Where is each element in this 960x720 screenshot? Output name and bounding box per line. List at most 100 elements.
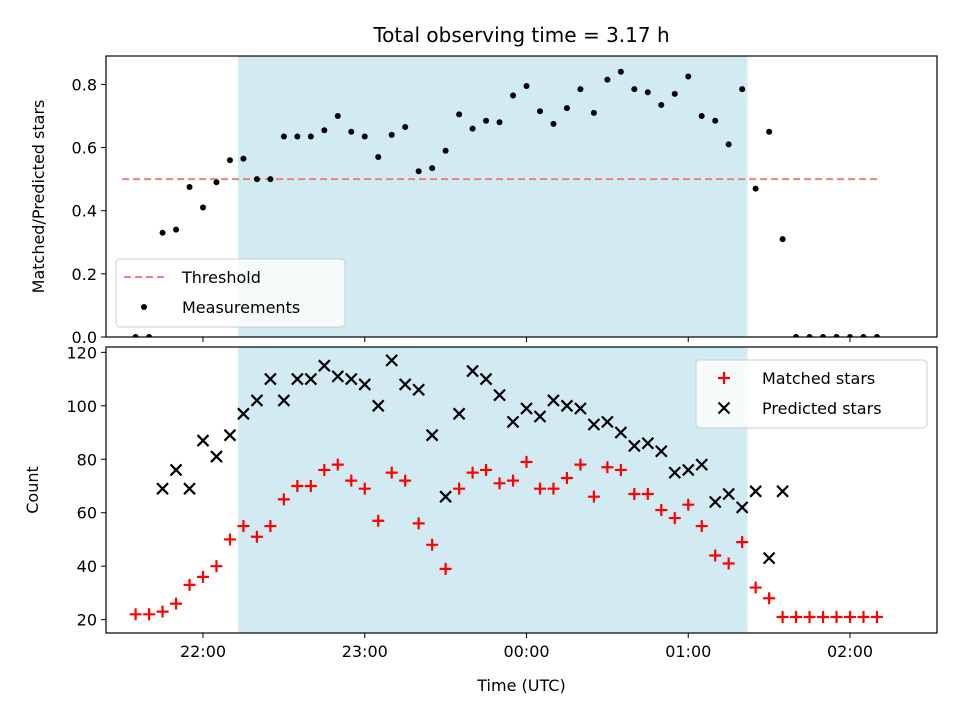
y-tick-label: 20 [77,611,97,630]
matched-stars-point [601,461,614,474]
matched-stars-point [466,466,479,479]
data-marks [132,68,880,337]
matched-stars-point [210,560,223,573]
measurement-point [833,334,840,337]
measurement-point [132,334,139,337]
matched-stars-point [830,610,843,623]
y-tick-label: 0.2 [72,265,97,284]
matched-stars-point [129,608,142,621]
measurement-point [429,165,436,172]
measurement-point [779,236,786,243]
legend-predicted-handle [717,401,731,415]
predicted-stars-point [466,364,479,378]
legend-label: Threshold [181,268,261,287]
predicted-stars-point [547,394,560,407]
predicted-stars-point [264,372,277,386]
x-tick-label: 22:00 [180,642,226,661]
predicted-stars-point [668,466,682,479]
measurement-point [658,101,665,108]
measurement-point [523,82,530,89]
measurement-point [604,76,611,83]
matched-stars-point [722,557,735,570]
measurement-point [375,154,382,161]
measurement-point [456,111,463,118]
measurement-point [186,184,193,191]
measurement-point [321,127,328,134]
matched-stars-point [156,605,169,618]
predicted-stars-point [520,402,533,415]
measurement-point [483,117,490,124]
predicted-stars-point [318,359,331,372]
y-tick-label: 0.8 [72,75,97,94]
predicted-stars-point [601,415,614,429]
legend-measurement-handle [141,304,147,310]
predicted-stars-point [735,501,749,514]
measurement-point [793,334,800,337]
predicted-stars-point [749,485,762,498]
predicted-stars-point [183,482,196,495]
measurement-point [146,334,153,337]
matched-stars-point [736,536,749,549]
matched-stars-point [385,466,398,479]
predicted-stars-point [776,485,789,498]
predicted-stars-point [587,418,601,431]
measurement-point [536,108,543,115]
predicted-stars-point [156,482,169,495]
predicted-stars-point [560,399,574,413]
measurement-point [361,133,368,140]
matched-stars-point [628,488,641,501]
predicted-stars-point [237,407,250,421]
x-tick-label: 23:00 [342,642,388,661]
measurement-point [402,124,409,131]
measurement-point [752,185,759,192]
y-tick-label: 0.4 [72,202,97,221]
matched-stars-point [237,520,250,533]
observing-window-shade [238,347,748,633]
measurement-point [847,334,853,337]
axes-frame [105,55,938,338]
predicted-stars-point [304,372,318,386]
predicted-stars-point [358,378,372,391]
matched-stars-point [197,570,209,583]
measurement-point [200,204,206,211]
measurement-point [860,334,867,337]
y-tick-label: 120 [66,343,97,362]
legend: Threshold Measurements [115,258,346,328]
matched-stars-point [264,520,277,533]
matched-stars-point [318,463,331,476]
axes-frame [105,346,938,634]
measurement-point [253,176,260,183]
predicted-stars-point [574,402,587,415]
matched-stars-point [857,610,870,623]
predicted-stars-point [371,399,385,413]
predicted-stars-point [533,410,547,423]
measurement-point [267,176,274,183]
y-tick-label: 60 [77,504,97,523]
predicted-stars-point [425,428,439,442]
predicted-stars-point [385,354,398,367]
predicted-stars-point [614,426,628,439]
legend-matched-handle [718,372,730,384]
legend-box [695,359,928,429]
measurement-point [159,229,166,236]
legend: Matched stars Predicted stars [695,359,928,429]
matched-stars-point [790,610,803,623]
measurement-point [563,105,570,112]
measurement-point [226,157,233,164]
matched-stars-point [412,517,425,530]
matched-stars-point [709,549,722,562]
measurement-point [469,125,476,132]
predicted-stars-point [681,463,695,477]
matched-stars-point [304,479,317,492]
y-axis-label: Matched/Predicted stars [29,100,48,294]
predicted-stars-point [506,415,520,429]
matched-stars-point [682,498,695,511]
measurement-point [415,168,422,175]
matched-stars-point [277,493,290,506]
measurement-point [644,89,651,96]
y-tick-label: 100 [66,397,97,416]
predicted-stars-point [628,439,641,453]
y-tick-label: 0.6 [72,139,97,158]
matched-stars-point [480,463,493,476]
